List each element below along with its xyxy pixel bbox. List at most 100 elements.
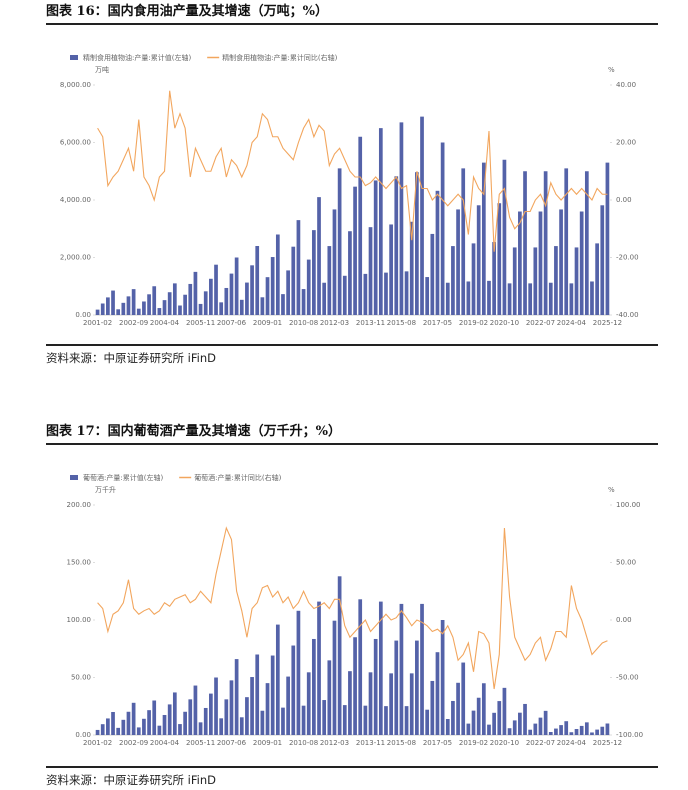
bar <box>384 272 388 315</box>
bar <box>126 296 131 315</box>
y2-tick-label: 0.00 <box>616 616 632 624</box>
bar <box>106 297 110 315</box>
bar <box>270 655 275 735</box>
bar <box>440 142 445 315</box>
bar <box>600 205 605 315</box>
x-tick-label: 2022-07 <box>526 739 555 747</box>
bar <box>497 701 502 735</box>
y-tick-label: 50.00 <box>71 674 91 682</box>
bar <box>301 289 306 315</box>
bar <box>471 710 476 735</box>
legend-swatch <box>70 475 78 480</box>
bar <box>250 265 254 315</box>
bar <box>100 303 105 315</box>
y2-tick-label: -100.00 <box>616 731 643 739</box>
bar <box>224 287 229 315</box>
bar <box>425 277 430 315</box>
bar <box>322 282 327 315</box>
bar <box>270 257 275 315</box>
bar <box>265 683 270 735</box>
bar <box>322 700 327 735</box>
bar <box>564 168 569 315</box>
y2-tick-label: 0.00 <box>616 196 632 204</box>
bar <box>219 718 224 735</box>
bar <box>229 680 234 735</box>
y2-tick-label: 100.00 <box>616 501 641 509</box>
bar <box>224 699 229 735</box>
bar <box>275 624 280 735</box>
bar <box>193 271 198 315</box>
bar <box>209 693 213 735</box>
bar <box>409 673 414 735</box>
x-tick-label: 2013-11 <box>356 319 385 327</box>
bar <box>605 162 610 315</box>
bar <box>312 230 316 315</box>
bar <box>162 714 167 735</box>
bar <box>564 721 569 735</box>
bar <box>306 259 311 315</box>
bar <box>445 282 450 315</box>
x-tick-label: 2022-07 <box>526 319 555 327</box>
x-tick-label: 2019-02 <box>459 319 488 327</box>
bar <box>209 278 213 315</box>
bar <box>131 289 136 315</box>
y-axis-unit: 万千升 <box>95 485 116 494</box>
bar <box>378 128 383 315</box>
bar <box>492 712 496 735</box>
bar <box>481 162 486 315</box>
bar <box>342 275 347 315</box>
bar <box>353 186 357 315</box>
bar <box>203 707 208 735</box>
bar <box>147 294 151 315</box>
bar <box>456 209 460 315</box>
bar <box>569 732 574 735</box>
bar <box>368 227 373 315</box>
bar <box>229 273 234 315</box>
bar <box>291 645 296 735</box>
bar <box>265 277 270 315</box>
y-tick-label: 200.00 <box>67 501 92 509</box>
bar <box>152 700 157 735</box>
bar <box>245 282 249 315</box>
bar <box>487 280 491 315</box>
bar <box>574 729 579 735</box>
bar <box>384 706 388 735</box>
bar <box>198 722 203 735</box>
bar <box>368 672 373 735</box>
bar <box>471 243 476 315</box>
bar <box>440 620 445 735</box>
y2-tick-label: -20.00 <box>616 254 639 262</box>
bar <box>389 224 393 315</box>
bar <box>373 180 378 315</box>
bar <box>157 308 162 315</box>
bar <box>363 705 368 735</box>
bar <box>584 171 589 315</box>
bar <box>95 309 100 315</box>
y-tick-label: 8,000.00 <box>60 81 91 89</box>
bar <box>543 710 548 735</box>
bar <box>538 717 543 735</box>
y-tick-label: 4,000.00 <box>60 196 91 204</box>
line <box>97 90 608 252</box>
bar <box>214 264 218 315</box>
bar <box>188 283 193 315</box>
bar <box>167 704 172 735</box>
bar <box>142 718 146 735</box>
bar <box>451 700 455 735</box>
bar <box>548 732 553 735</box>
x-tick-label: 2009-01 <box>253 739 282 747</box>
bar <box>301 705 306 735</box>
x-tick-label: 2019-02 <box>459 739 488 747</box>
y-axis-unit: 万吨 <box>95 65 109 74</box>
x-tick-label: 2010-08 <box>289 739 318 747</box>
bar <box>183 711 187 735</box>
bar <box>317 197 321 315</box>
bar <box>399 603 404 735</box>
bar <box>559 209 563 315</box>
bar <box>95 729 100 735</box>
bar <box>404 271 409 315</box>
bar <box>415 640 419 735</box>
y2-tick-label: 40.00 <box>616 81 636 89</box>
bar <box>548 282 553 315</box>
